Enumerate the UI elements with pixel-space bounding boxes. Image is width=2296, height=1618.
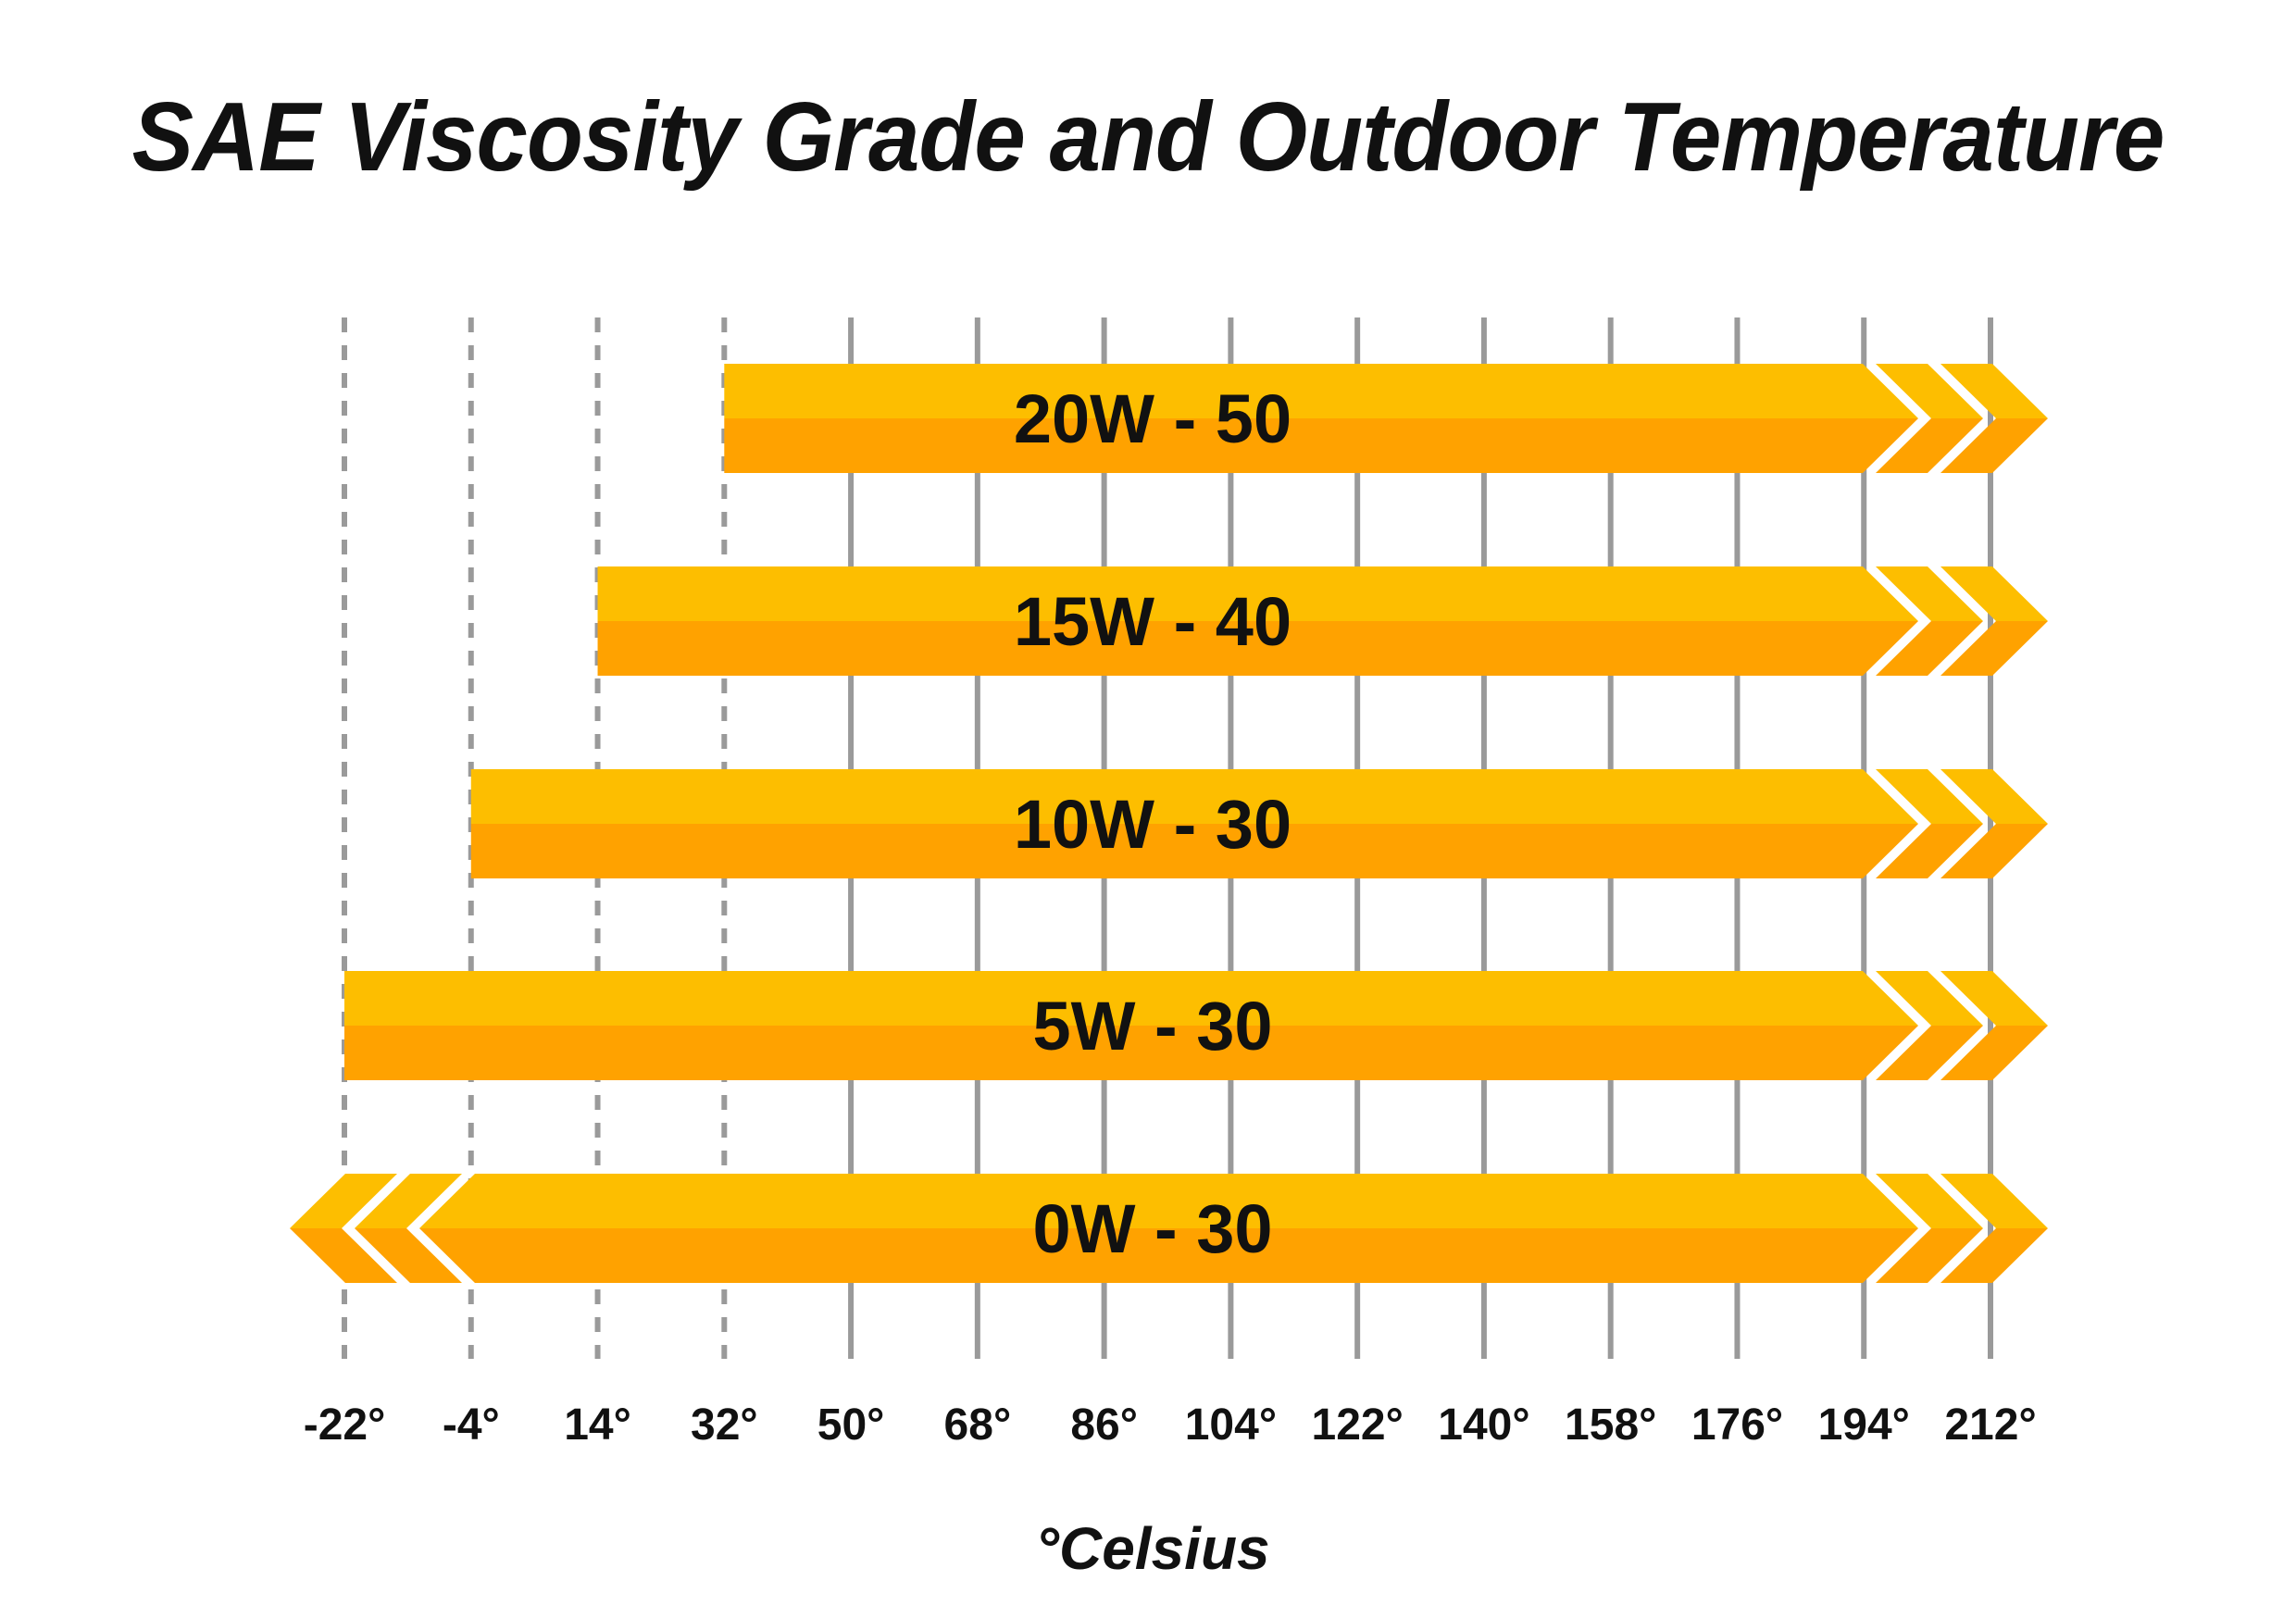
bar-top-half (470, 769, 2048, 824)
x-tick-label: 140° (1438, 1400, 1529, 1450)
bar-bottom-half (344, 1026, 2048, 1080)
x-tick-label: 86° (1070, 1400, 1138, 1450)
x-tick-label: 32° (691, 1400, 758, 1450)
x-tick-label: -22° (304, 1400, 386, 1450)
bar-10w-30: 10W - 30 (470, 769, 2048, 878)
bar-label: 5W - 30 (1032, 988, 1272, 1064)
x-tick-label: 212° (1944, 1400, 2036, 1450)
x-tick-label: 14° (564, 1400, 631, 1450)
x-tick-label: 68° (944, 1400, 1012, 1450)
chart-title: SAE Viscosity Grade and Outdoor Temperat… (131, 82, 2165, 192)
bar-label: 0W - 30 (1032, 1190, 1272, 1267)
x-tick-label: 104° (1185, 1400, 1277, 1450)
bar-20w-50: 20W - 50 (724, 364, 2048, 473)
bar-bottom-half (724, 418, 2048, 473)
x-tick-label: -4° (443, 1400, 500, 1450)
bar-5w-30: 5W - 30 (344, 971, 2048, 1080)
bar-label: 15W - 40 (1014, 583, 1292, 660)
bar-top-half (597, 566, 2048, 621)
bar-label: 20W - 50 (1014, 380, 1292, 457)
x-tick-label: 122° (1312, 1400, 1404, 1450)
x-tick-label: 194° (1818, 1400, 1910, 1450)
bar-top-half (290, 1174, 2048, 1228)
bar-15w-40: 15W - 40 (597, 566, 2048, 676)
bar-0w-30: 0W - 30 (290, 1174, 2048, 1283)
tick-label-layer: -22° -4° 14° 32° 50° 68° 86° 104° 122° 140° 158° 17… (304, 1400, 2037, 1450)
bar-top-half (344, 971, 2048, 1026)
x-tick-label: 158° (1565, 1400, 1656, 1450)
bar-top-half (724, 364, 2048, 418)
x-tick-label: 50° (817, 1400, 885, 1450)
x-axis-label: °Celsius (1035, 1515, 1269, 1582)
bar-bottom-half (470, 824, 2048, 878)
x-tick-label: 176° (1691, 1400, 1783, 1450)
bar-bottom-half (597, 621, 2048, 676)
bar-layer: 20W - 50 15W - 40 10W - 30 5W - 30 0W - 30 (290, 364, 2048, 1283)
bar-label: 10W - 30 (1014, 786, 1292, 863)
bar-bottom-half (290, 1228, 2048, 1283)
